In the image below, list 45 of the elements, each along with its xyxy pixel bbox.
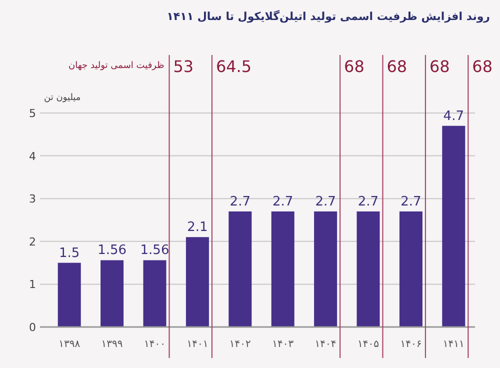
x-tick-label: ۱۴۰۲ — [229, 339, 251, 350]
bar — [442, 126, 466, 327]
data-label: 2.7 — [358, 194, 379, 210]
ref-line-label: 68 — [472, 57, 493, 76]
text: ظرفیت اسمی تولید جهان — [68, 61, 164, 71]
data-label: 1.5 — [59, 246, 80, 261]
data-label: 2.7 — [400, 194, 422, 210]
ref-line-label: 53 — [173, 57, 194, 76]
bar — [356, 211, 380, 327]
data-label: 1.56 — [140, 243, 170, 258]
x-tick-label: ۱۴۰۵ — [358, 339, 379, 350]
bar — [186, 237, 209, 327]
y-tick-label: 3 — [29, 192, 36, 206]
y-tick-label: 0 — [29, 321, 36, 334]
bar — [271, 211, 294, 327]
x-tick-label: ۱۴۱۱ — [442, 339, 464, 350]
y-tick-label: 1 — [29, 278, 36, 292]
data-label: 1.56 — [98, 243, 127, 258]
y-tick-label: 2 — [29, 235, 36, 248]
bar — [228, 211, 252, 327]
x-tick-label: ۱۴۰۳ — [272, 339, 294, 350]
ref-line-label: 68 — [429, 57, 450, 76]
data-label: 2.7 — [272, 194, 294, 210]
y-tick-label: 4 — [29, 150, 36, 163]
x-tick-label: ۱۳۹۹ — [101, 339, 123, 350]
x-tick-label: ۱۴۰۴ — [314, 339, 336, 350]
y-axis-title: میلیون تن — [44, 93, 81, 103]
bar — [143, 260, 166, 327]
x-tick-label: ۱۴۰۰ — [144, 339, 166, 350]
data-label: 2.1 — [187, 220, 208, 236]
bar — [314, 211, 338, 327]
y-tick-label: 5 — [29, 107, 36, 120]
ref-line-label: 68 — [344, 57, 364, 76]
data-label: 2.7 — [230, 194, 250, 210]
data-label: 4.7 — [443, 108, 464, 124]
x-tick-label: ۱۴۰۶ — [400, 339, 422, 350]
x-tick-label: ۱۴۰۱ — [186, 339, 208, 350]
x-tick-label: ۱۳۹۸ — [58, 339, 81, 350]
chart-title: روند افزایش ظرفیت اسمی تولید اتیلن‌گلایکول تا سال ۱۴۱۱ — [166, 10, 490, 23]
bar — [100, 260, 124, 327]
bar — [58, 262, 81, 327]
ref-line-label: 64.5 — [216, 57, 252, 76]
ref-line-label: 68 — [386, 57, 408, 76]
bar — [399, 211, 422, 327]
data-label: 2.7 — [315, 194, 336, 210]
